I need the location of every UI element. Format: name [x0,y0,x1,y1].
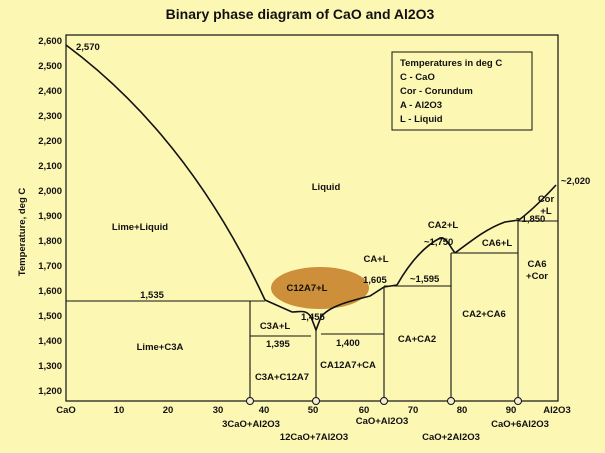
y-tick-1400: 1,400 [38,336,62,347]
compound-ca: CaO+Al2O3 [356,416,409,427]
liquidus-ca6-cor [454,184,557,254]
marker-c3a [246,397,254,405]
y-tick-2100: 2,100 [38,161,62,172]
y-tick-1900: 1,900 [38,211,62,222]
y-tick-1500: 1,500 [38,311,62,322]
region-liquid: Liquid [312,182,341,193]
temp-1595: ~1,595 [410,274,440,285]
x-tick-50: 50 [308,405,319,416]
temp-1400: 1,400 [336,338,360,349]
region-ca2-l: CA2+L [428,220,459,231]
compound-ca2: CaO+2Al2O3 [422,432,480,443]
region-c3a-l: C3A+L [260,321,291,332]
liquidus-lime [65,44,266,301]
x-tick-80: 80 [457,405,468,416]
temp-1395: 1,395 [266,339,290,350]
marker-ca6 [514,397,522,405]
y-tick-1700: 1,700 [38,261,62,272]
x-tick-al2o3: Al2O3 [543,405,570,416]
x-axis-ticks: CaO 10 20 30 40 50 60 70 80 90 Al2O3 [56,405,571,416]
y-tick-1600: 1,600 [38,286,62,297]
legend-item-liquid: L - Liquid [400,114,443,125]
legend-box [391,51,533,131]
legend-title: Temperatures in deg C [400,58,502,69]
region-lime-liquid: Lime+Liquid [112,222,168,233]
composition-markers [246,397,522,405]
y-axis-label: Temperature, deg C [17,188,28,277]
compound-c12a7: 12CaO+7Al2O3 [280,432,348,443]
liquidus-ca2 [396,237,456,286]
y-tick-2000: 2,000 [38,186,62,197]
temp-1850: ~1,850 [516,214,545,225]
marker-c12a7 [312,397,320,405]
x-tick-cao: CaO [56,405,76,416]
region-ca-l: CA+L [363,254,388,265]
x-tick-30: 30 [213,405,224,416]
y-tick-2600: 2,600 [38,36,62,47]
y-axis-ticks: 2,600 2,500 2,400 2,300 2,200 2,100 2,00… [38,36,62,397]
liquidus-middle [264,284,398,333]
region-c12a7-l: C12A7+L [287,283,328,294]
temp-2020: ~2,020 [561,176,590,187]
region-lime-c3a: Lime+C3A [137,342,184,353]
y-tick-1200: 1,200 [38,386,62,397]
diagram-title: Binary phase diagram of CaO and Al2O3 [166,6,435,22]
compound-c3a: 3CaO+Al2O3 [222,419,280,430]
legend-item-corundum: Cor - Corundum [400,86,473,97]
region-cor-l: Cor +L [538,194,555,217]
x-tick-70: 70 [408,405,419,416]
x-tick-10: 10 [114,405,125,416]
y-tick-1300: 1,300 [38,361,62,372]
marker-ca2 [447,397,455,405]
legend-item-al2o3: A - Al2O3 [400,100,442,111]
temp-1535: 1,535 [140,290,164,301]
y-tick-2400: 2,400 [38,86,62,97]
x-tick-40: 40 [259,405,270,416]
x-tick-60: 60 [359,405,370,416]
y-tick-1800: 1,800 [38,236,62,247]
y-tick-2300: 2,300 [38,111,62,122]
temp-2570: 2,570 [76,42,100,53]
temp-1750: ~1,750 [424,237,453,248]
marker-ca [380,397,388,405]
temp-1605: 1,605 [363,275,387,286]
x-tick-20: 20 [163,405,174,416]
legend-item-cao: C - CaO [400,72,435,83]
region-ca12a7-ca: CA12A7+CA [320,360,376,371]
y-tick-2200: 2,200 [38,136,62,147]
c12a7-highlight [271,267,369,309]
x-tick-90: 90 [506,405,517,416]
region-c3a-c12a7: C3A+C12A7 [255,372,309,383]
compound-ca6: CaO+6Al2O3 [491,419,549,430]
temp-1455: 1,455 [301,312,325,323]
region-ca6-cor: CA6 +Cor [526,259,548,282]
region-ca2-ca6: CA2+CA6 [462,309,506,320]
region-ca6-l: CA6+L [482,238,513,249]
y-tick-2500: 2,500 [38,61,62,72]
region-ca-ca2: CA+CA2 [398,334,436,345]
legend: Temperatures in deg C C - CaO Cor - Coru… [391,51,533,131]
